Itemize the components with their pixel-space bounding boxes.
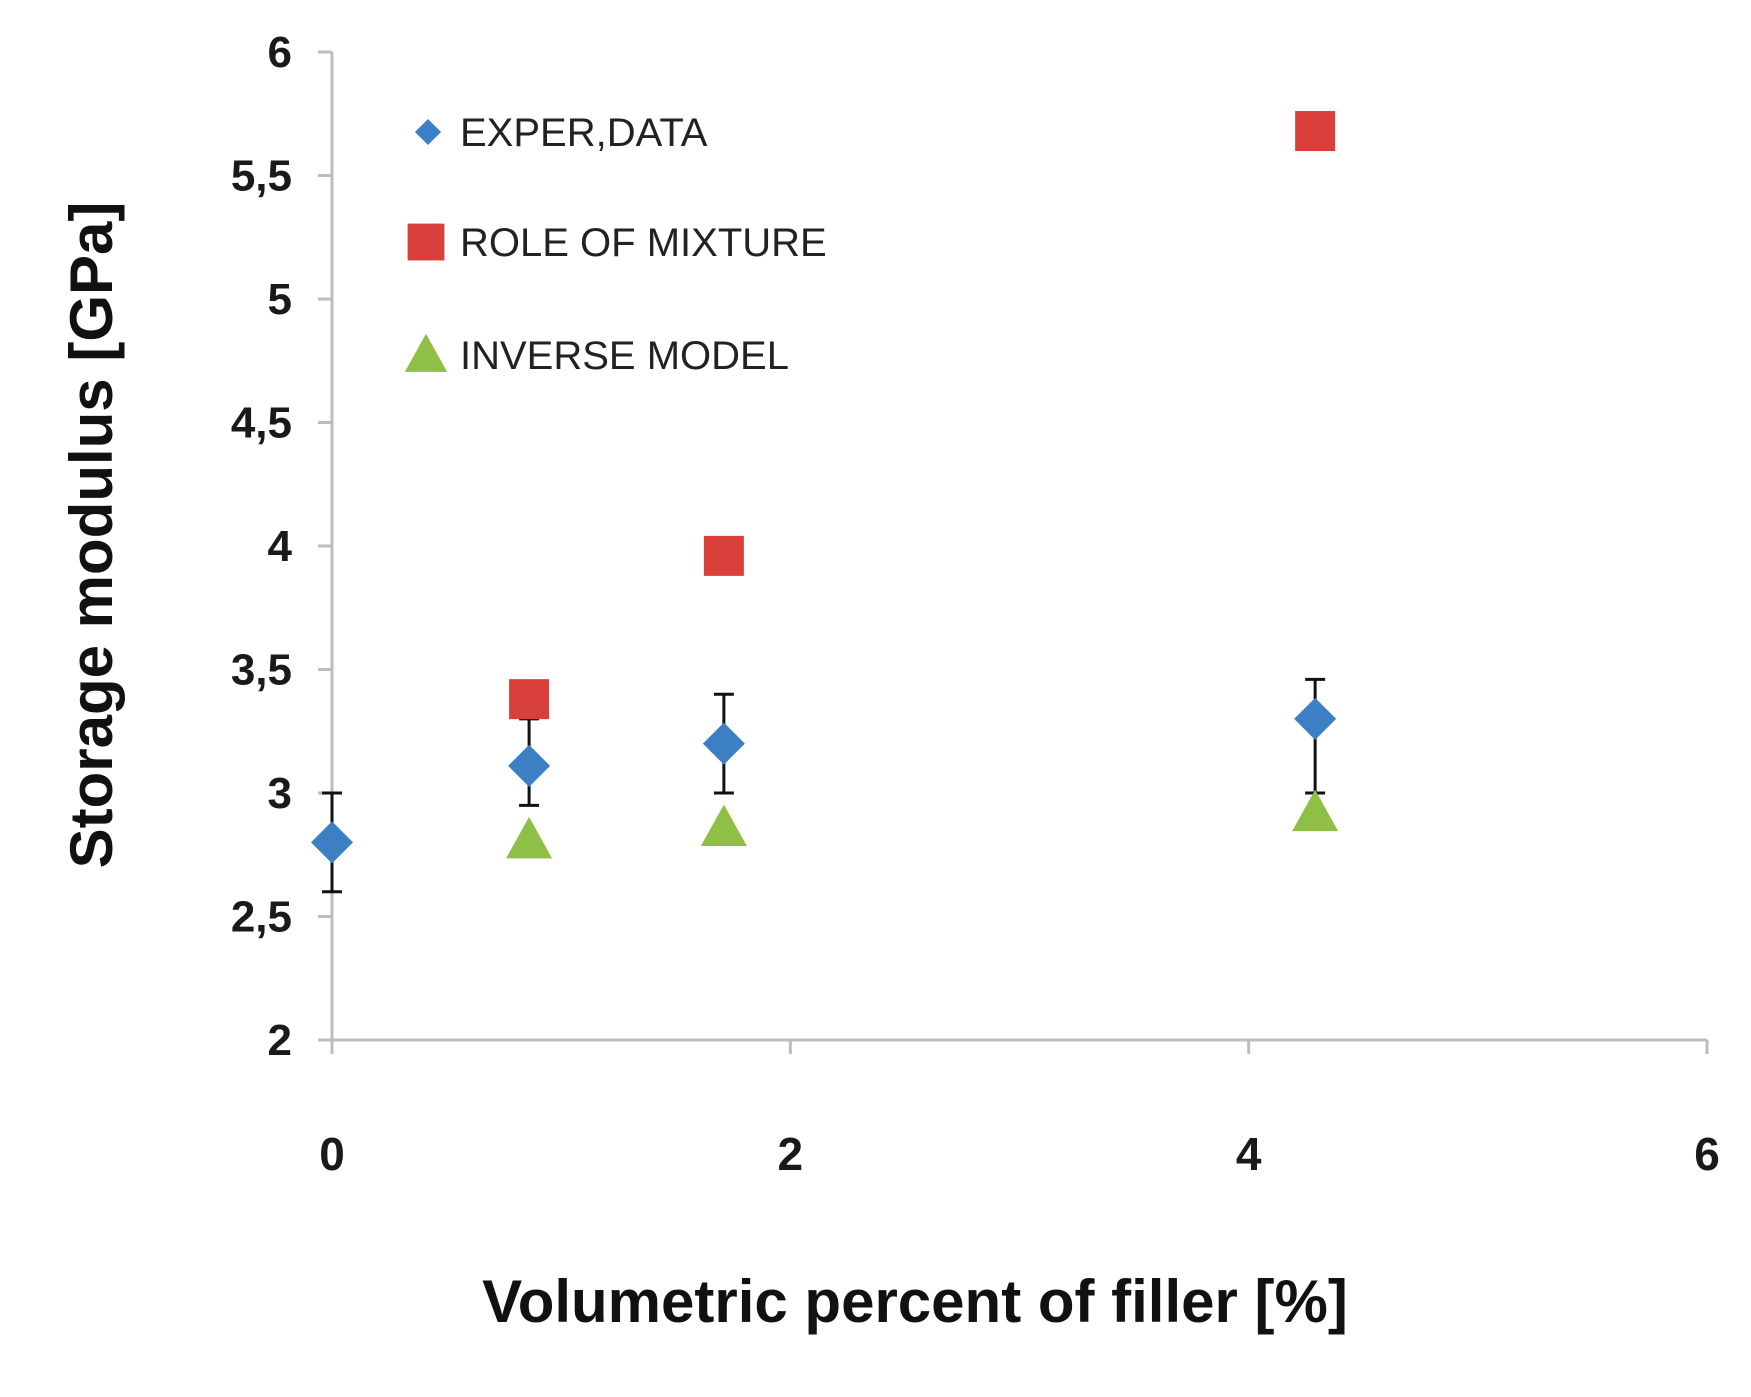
- data-point-triangle: [700, 804, 747, 846]
- data-point-diamond: [1294, 697, 1337, 740]
- data-point-square: [1295, 111, 1336, 152]
- x-axis-title: Volumetric percent of filler [%]: [482, 1268, 1348, 1335]
- legend-marker-diamond: [414, 118, 442, 146]
- data-point-diamond: [702, 722, 745, 765]
- legend-marker-triangle: [404, 333, 448, 372]
- y-tick-label: 4: [268, 522, 293, 571]
- x-tick-label: 0: [319, 1128, 345, 1180]
- data-point-diamond: [508, 744, 551, 787]
- y-tick-label: 5: [268, 275, 292, 324]
- legend-label: ROLE OF MIXTURE: [460, 221, 827, 265]
- x-tick-label: 4: [1236, 1128, 1262, 1180]
- legend-marker-square: [407, 223, 445, 261]
- x-tick-label: 2: [778, 1128, 804, 1180]
- y-tick-label: 5,5: [231, 152, 292, 201]
- y-tick-label: 2,5: [231, 893, 292, 942]
- data-point-square: [703, 535, 744, 576]
- y-axis-ticks: 2 2,5 3 3,5 4 4,5 5 5,5 6: [231, 28, 332, 1065]
- legend-item: [407, 223, 445, 261]
- legend-item: [404, 333, 448, 372]
- x-axis-ticks: 0 2 4 6: [319, 1040, 1720, 1180]
- legend: EXPER,DATA ROLE OF MIXTURE INVERSE MODEL: [404, 111, 827, 378]
- legend-label: INVERSE MODEL: [460, 334, 789, 378]
- x-tick-label: 6: [1694, 1128, 1720, 1180]
- y-tick-label: 2: [268, 1016, 292, 1065]
- y-tick-label: 3: [268, 769, 292, 818]
- legend-item: [414, 118, 442, 146]
- data-points: [311, 111, 1339, 864]
- y-axis-title: Storage modulus [GPa]: [58, 202, 125, 869]
- data-point-triangle: [506, 816, 553, 859]
- data-point-diamond: [311, 821, 353, 864]
- data-point-triangle: [1292, 789, 1339, 832]
- y-tick-label: 4,5: [231, 399, 292, 448]
- error-bars: [322, 677, 1326, 894]
- legend-label: EXPER,DATA: [460, 111, 708, 155]
- y-tick-label: 6: [268, 28, 292, 77]
- data-point-square: [509, 679, 550, 720]
- axes: [330, 52, 1707, 1042]
- y-tick-label: 3,5: [231, 646, 292, 695]
